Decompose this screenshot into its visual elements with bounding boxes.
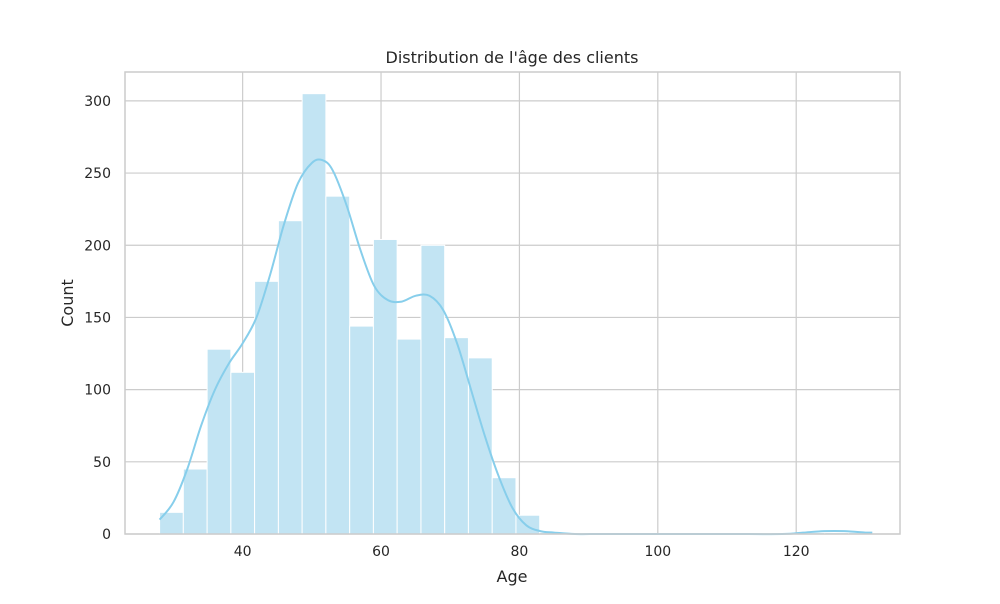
plot-frame: [124, 71, 901, 535]
histogram-bar: [254, 280, 279, 535]
histogram-bar: [277, 220, 303, 535]
x-axis-label: Age: [497, 567, 528, 586]
histogram-bar: [325, 195, 351, 535]
y-tick-label: 250: [84, 166, 111, 182]
y-tick-label: 200: [84, 238, 111, 254]
y-tick-label: 50: [93, 455, 111, 471]
y-tick-label: 0: [102, 527, 111, 543]
tick-label-layer: 40 60 80 100 120 0 50 100 150 200 250 300: [84, 94, 809, 560]
x-tick-label: 60: [372, 544, 390, 560]
histogram-bar: [372, 238, 398, 535]
histogram-bar: [349, 325, 374, 535]
y-tick-label: 100: [84, 383, 111, 399]
histogram-bar: [206, 348, 232, 535]
chart-title: Distribution de l'âge des clients: [386, 48, 639, 67]
x-tick-label: 80: [511, 544, 529, 560]
y-tick-label: 300: [84, 94, 111, 110]
histogram-bar: [230, 371, 256, 535]
histogram-bar: [396, 338, 422, 535]
histogram-bar: [182, 468, 208, 535]
bar-layer: [159, 93, 873, 535]
y-tick-label: 150: [84, 310, 111, 326]
x-tick-label: 40: [234, 544, 252, 560]
y-axis-label: Count: [58, 279, 77, 327]
x-tick-label: 120: [783, 544, 810, 560]
x-tick-label: 100: [644, 544, 671, 560]
histogram-bar: [420, 244, 446, 535]
